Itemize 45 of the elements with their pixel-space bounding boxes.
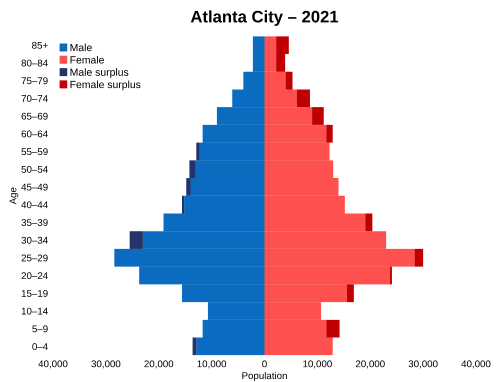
- x-tick-label: 30,000: [408, 360, 438, 368]
- legend-label: Female: [70, 56, 104, 64]
- x-tick-label: 30,000: [91, 360, 120, 368]
- x-tick-label: 0: [262, 360, 267, 368]
- y-tick-label: 60–64: [22, 130, 48, 138]
- bar: [346, 284, 354, 302]
- bar: [326, 124, 333, 143]
- bar: [192, 338, 196, 356]
- bar: [196, 142, 200, 160]
- y-tick-label: 30–34: [21, 236, 48, 244]
- legend-label: Female surplus: [70, 80, 140, 90]
- y-tick-label: 85+: [32, 42, 48, 49]
- y-tick-label: 10–14: [22, 308, 48, 315]
- x-tick-label: 40,000: [461, 360, 490, 368]
- y-tick-label: 15–19: [22, 290, 48, 297]
- chart-title: Atlanta City – 2021: [190, 10, 338, 26]
- legend-label: Male surplus: [70, 68, 128, 78]
- y-tick-label: 55–59: [21, 148, 48, 156]
- y-tick-label: 65–69: [22, 112, 48, 120]
- bar: [326, 320, 340, 338]
- bar: [130, 231, 143, 249]
- x-tick-label: 40,000: [38, 360, 68, 368]
- y-tick-label: 50–54: [21, 166, 48, 173]
- bar: [296, 89, 310, 108]
- x-tick-label: 10,000: [303, 360, 332, 368]
- x-axis-title: Population: [242, 372, 287, 382]
- bar: [414, 248, 424, 267]
- y-tick-label: 5–9: [32, 325, 48, 332]
- y-tick-label: 80–84: [22, 60, 48, 66]
- bar: [286, 72, 293, 90]
- bar: [365, 213, 372, 232]
- legend-label: Male: [70, 44, 92, 52]
- x-tick-label: 10,000: [198, 360, 226, 368]
- y-tick-label: 35–39: [21, 219, 48, 226]
- y-tick-label: 0–4: [32, 343, 48, 350]
- y-axis-title: Age: [10, 188, 18, 204]
- y-tick-label: 75–79: [22, 77, 48, 84]
- x-tick-label: 20,000: [144, 360, 174, 368]
- y-tick-label: 20–24: [22, 272, 48, 280]
- x-tick-label: 20,000: [356, 360, 385, 368]
- y-tick-label: 45–49: [21, 184, 48, 191]
- y-tick-label: 70–74: [22, 95, 48, 102]
- y-tick-label: 25–29: [22, 254, 48, 262]
- bar: [312, 107, 324, 125]
- y-tick-label: 40–44: [21, 201, 48, 208]
